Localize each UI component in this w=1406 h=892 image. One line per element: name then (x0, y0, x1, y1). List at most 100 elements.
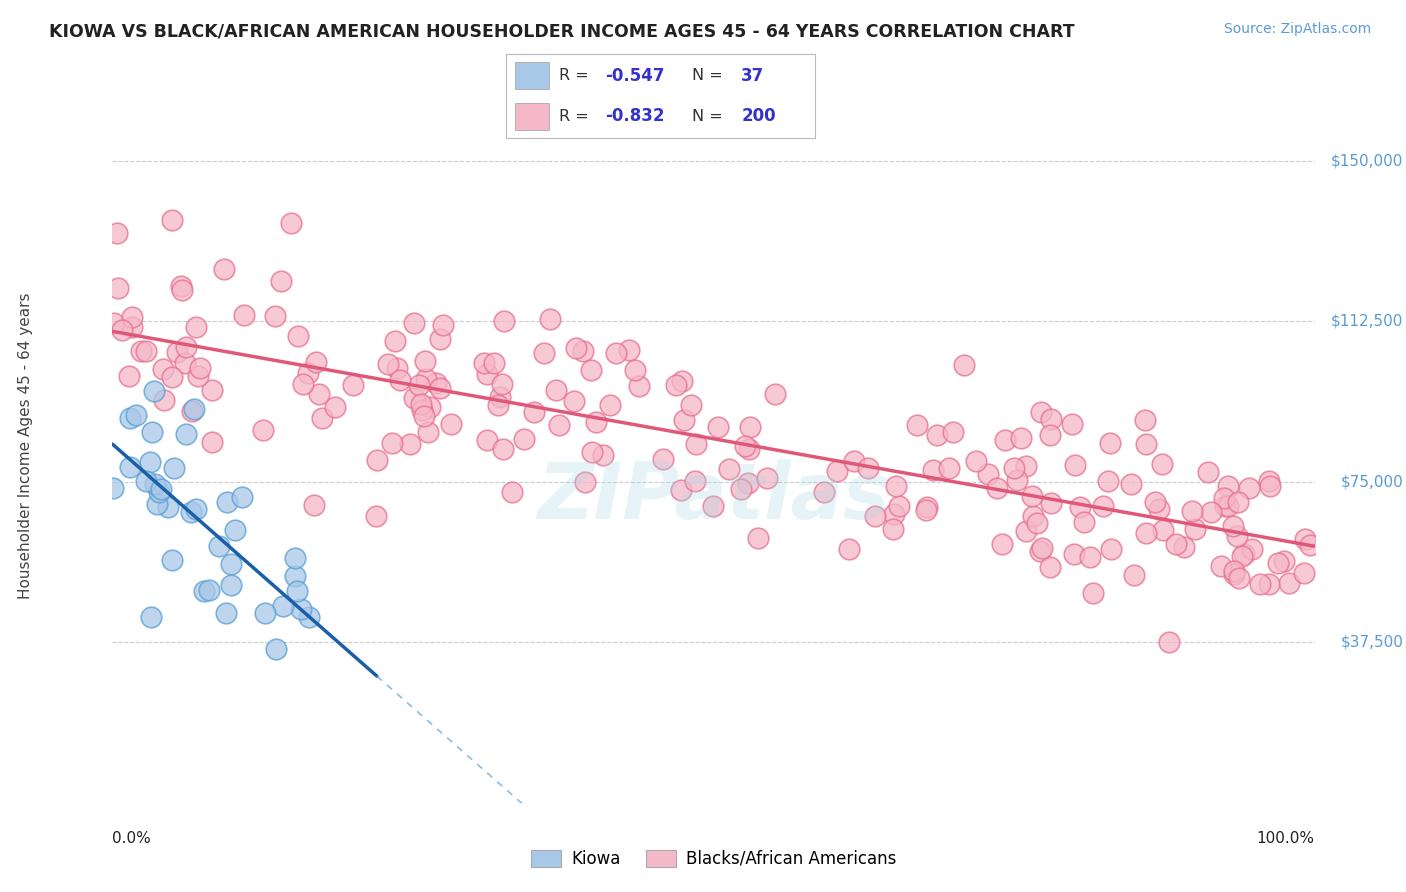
Point (538, 311, 561, 326)
Point (181, 403, 204, 417)
Point (1199, 505, 1222, 519)
Point (118, 460, 141, 475)
Point (323, 400, 346, 414)
Point (366, 453, 388, 467)
Point (111, 323, 134, 337)
Point (628, 378, 651, 392)
Point (1184, 522, 1206, 536)
Point (1240, 541, 1263, 556)
Point (364, 509, 387, 524)
Point (1015, 524, 1038, 538)
Point (432, 318, 454, 332)
Point (1294, 533, 1316, 547)
Point (1063, 547, 1085, 561)
Point (284, 550, 307, 565)
Point (184, 319, 207, 334)
Point (197, 583, 219, 598)
Point (1133, 413, 1156, 427)
Point (763, 387, 786, 401)
Point (148, 485, 170, 500)
Point (180, 505, 202, 519)
Point (188, 361, 211, 376)
Point (927, 428, 949, 442)
Point (212, 261, 235, 276)
Point (160, 370, 183, 384)
Point (486, 398, 509, 412)
Point (384, 334, 406, 348)
Point (152, 362, 174, 376)
Point (1099, 541, 1122, 556)
Point (565, 342, 588, 356)
Point (477, 433, 499, 447)
Point (1227, 571, 1250, 585)
Point (418, 425, 440, 439)
Point (429, 332, 451, 346)
Point (986, 482, 1008, 496)
Point (905, 418, 928, 433)
Point (1144, 495, 1167, 509)
Point (170, 279, 193, 293)
Point (1015, 458, 1038, 473)
Point (844, 454, 866, 468)
Point (915, 500, 938, 514)
Point (1223, 566, 1246, 581)
Point (617, 343, 640, 357)
Point (219, 557, 242, 571)
Point (1258, 478, 1281, 492)
Point (287, 329, 309, 343)
Point (215, 606, 238, 620)
Point (1181, 504, 1204, 518)
Point (544, 384, 567, 398)
Text: -0.832: -0.832 (605, 107, 665, 125)
Point (135, 474, 157, 488)
Point (1021, 508, 1043, 523)
Point (523, 404, 546, 418)
Point (183, 402, 205, 417)
Point (399, 437, 422, 451)
Point (139, 455, 162, 469)
Point (1157, 635, 1180, 649)
Point (408, 377, 430, 392)
Point (280, 216, 302, 230)
Point (1227, 495, 1250, 509)
Point (1249, 577, 1271, 591)
Point (264, 310, 287, 324)
Point (201, 383, 224, 397)
Point (311, 411, 333, 425)
Point (605, 346, 627, 360)
Point (1223, 564, 1246, 578)
Point (1039, 412, 1062, 426)
Point (1226, 529, 1249, 543)
Point (1098, 436, 1121, 450)
Point (533, 346, 555, 360)
Point (1213, 499, 1236, 513)
Point (1209, 559, 1232, 574)
Legend: Kiowa, Blacks/African Americans: Kiowa, Blacks/African Americans (524, 843, 903, 874)
Point (562, 393, 585, 408)
Point (166, 344, 188, 359)
Point (1218, 479, 1240, 493)
Point (413, 409, 436, 424)
Point (865, 508, 887, 523)
Point (991, 536, 1014, 550)
Point (1222, 518, 1244, 533)
Point (129, 343, 152, 358)
Text: 100.0%: 100.0% (1257, 831, 1315, 846)
Point (411, 403, 433, 417)
Text: Householder Income Ages 45 - 64 years: Householder Income Ages 45 - 64 years (18, 293, 32, 599)
Point (1081, 586, 1104, 600)
Point (965, 454, 987, 468)
Point (1237, 481, 1260, 495)
Point (184, 501, 207, 516)
Point (730, 483, 752, 497)
Point (118, 369, 141, 384)
Point (402, 316, 425, 330)
Point (1267, 556, 1289, 570)
Point (1007, 473, 1029, 487)
Point (121, 319, 143, 334)
Point (1039, 496, 1062, 510)
Point (107, 280, 129, 294)
Point (740, 419, 762, 434)
Point (1197, 465, 1219, 479)
Point (683, 474, 706, 488)
